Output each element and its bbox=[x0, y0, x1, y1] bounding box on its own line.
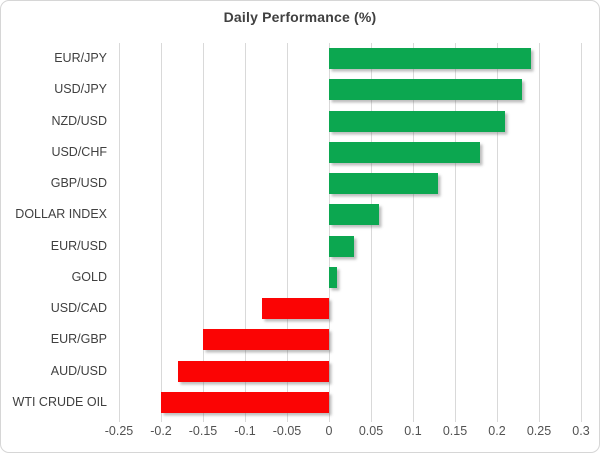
x-tick-label-0.25: 0.25 bbox=[526, 424, 552, 438]
category-label-eur-jpy: EUR/JPY bbox=[54, 51, 107, 66]
x-tick-label--0.15: -0.15 bbox=[188, 424, 218, 438]
bar-aud-usd bbox=[177, 360, 329, 382]
category-label-eur-usd: EUR/USD bbox=[50, 238, 107, 253]
bar-wti-crude-oil bbox=[161, 391, 329, 413]
bar-usd-chf bbox=[329, 141, 481, 163]
x-tick-label-0: 0 bbox=[325, 424, 333, 438]
value-axis: -0.25 -0.2 -0.15 -0.1 -0.05 0 0.05 0.1 0.15 0.2 0.… bbox=[105, 424, 590, 444]
x-tick-label-0.1: 0.1 bbox=[404, 424, 422, 438]
bar-dollar-index bbox=[329, 204, 380, 226]
gridline--0.15 bbox=[203, 43, 204, 422]
category-axis: EUR/JPY USD/JPY NZD/USD USD/CHF GBP/USD DOLLA… bbox=[1, 43, 113, 418]
category-label-gbp-usd: GBP/USD bbox=[50, 176, 107, 191]
category-label-wti-crude-oil: WTI CRUDE OIL bbox=[12, 394, 107, 409]
category-label-aud-usd: AUD/USD bbox=[50, 363, 107, 378]
gridline--0.05 bbox=[287, 43, 288, 422]
category-label-gold: GOLD bbox=[71, 269, 107, 284]
gridline-0 bbox=[329, 43, 330, 422]
x-tick-label--0.2: -0.2 bbox=[150, 424, 172, 438]
x-tick-label-0.05: 0.05 bbox=[358, 424, 384, 438]
x-tick-label--0.25: -0.25 bbox=[104, 424, 134, 438]
gridline--0.1 bbox=[245, 43, 246, 422]
gridline-0.3 bbox=[581, 43, 582, 422]
bar-nzd-usd bbox=[329, 110, 506, 132]
category-label-usd-chf: USD/CHF bbox=[51, 144, 107, 159]
category-label-dollar-index: DOLLAR INDEX bbox=[15, 207, 107, 222]
x-tick-label-0.2: 0.2 bbox=[488, 424, 506, 438]
bar-gbp-usd bbox=[329, 173, 439, 195]
gridline--0.25 bbox=[119, 43, 120, 422]
gridline--0.2 bbox=[161, 43, 162, 422]
category-label-usd-cad: USD/CAD bbox=[50, 301, 107, 316]
chart-title: Daily Performance (%) bbox=[223, 9, 377, 25]
category-label-usd-jpy: USD/JPY bbox=[54, 82, 107, 97]
gridline-0.2 bbox=[497, 43, 498, 422]
bar-usd-cad bbox=[261, 298, 329, 320]
bars-layer bbox=[119, 43, 581, 418]
x-tick-label--0.1: -0.1 bbox=[234, 424, 256, 438]
gridline-0.05 bbox=[371, 43, 372, 422]
bar-gold bbox=[329, 266, 338, 288]
category-label-eur-gbp: EUR/GBP bbox=[50, 332, 107, 347]
bar-usd-jpy bbox=[329, 79, 523, 101]
x-tick-label-0.3: 0.3 bbox=[572, 424, 590, 438]
x-tick-label-0.15: 0.15 bbox=[442, 424, 468, 438]
bar-eur-jpy bbox=[329, 48, 531, 70]
gridline-0.1 bbox=[413, 43, 414, 422]
gridline-0.15 bbox=[455, 43, 456, 422]
x-tick-label--0.05: -0.05 bbox=[272, 424, 302, 438]
bar-eur-usd bbox=[329, 235, 355, 257]
bar-eur-gbp bbox=[203, 329, 329, 351]
gridline-0.25 bbox=[539, 43, 540, 422]
category-label-nzd-usd: NZD/USD bbox=[51, 113, 107, 128]
gridlines-layer bbox=[119, 43, 582, 422]
